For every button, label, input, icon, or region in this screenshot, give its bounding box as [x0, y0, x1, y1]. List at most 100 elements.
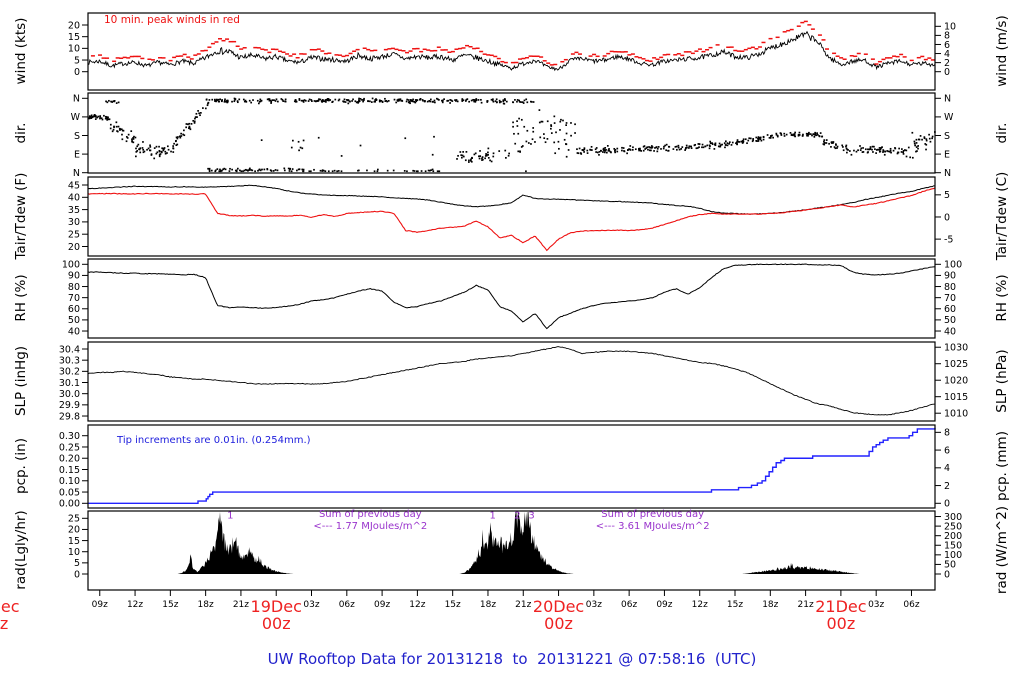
dir-dot	[280, 98, 283, 100]
dir-dot	[513, 132, 515, 135]
dir-dot	[563, 138, 566, 141]
dir-dot	[714, 144, 717, 147]
dir-dot	[525, 140, 528, 143]
dir-dot	[495, 98, 498, 101]
dir-dot	[468, 161, 470, 163]
dir-dot	[678, 148, 681, 151]
dir-dot	[860, 147, 863, 150]
dir-dot	[494, 100, 497, 102]
dir-dot	[395, 101, 398, 104]
dir-dot	[208, 170, 211, 173]
dir-dot	[465, 100, 467, 102]
dir-dot	[107, 116, 109, 119]
dir-dot	[357, 169, 360, 172]
dir-dot	[531, 138, 534, 141]
dir-dot	[436, 170, 439, 173]
dir-dot	[769, 135, 772, 138]
dir-dot	[808, 133, 810, 136]
dir-dot	[90, 114, 93, 117]
dir-dot	[567, 149, 570, 151]
dir-dot	[313, 168, 315, 171]
dir-dot	[845, 147, 848, 150]
dir-dot	[172, 151, 175, 153]
dir-dot	[405, 100, 408, 103]
dir-dot	[207, 101, 210, 104]
x-tick-label: 21z	[233, 600, 249, 610]
tick-label-left: 70	[68, 293, 80, 304]
dir-dot	[159, 153, 162, 155]
dir-dot	[170, 150, 172, 153]
dir-dot	[889, 149, 892, 152]
dir-dot	[384, 100, 387, 102]
dir-dot	[103, 114, 105, 117]
dir-dot	[413, 170, 416, 172]
dir-dot	[709, 142, 712, 144]
dir-dot	[373, 170, 376, 173]
dir-dot	[875, 152, 877, 154]
dir-dot	[172, 147, 175, 150]
dir-dot	[322, 169, 325, 172]
dir-dot	[595, 147, 598, 149]
dir-dot	[416, 170, 418, 173]
dir-dot	[94, 118, 97, 120]
dir-dot	[243, 100, 246, 103]
dir-dot	[832, 141, 835, 143]
dir-dot	[574, 123, 576, 126]
dir-dot	[757, 140, 760, 142]
dir-dot	[744, 138, 747, 141]
dir-dot	[757, 138, 760, 141]
dir-dot	[470, 158, 472, 161]
dir-dot	[667, 149, 670, 152]
dir-dot	[605, 151, 608, 154]
dir-dot	[525, 170, 527, 173]
tick-label-right: 300	[944, 512, 962, 523]
dir-dot	[474, 100, 477, 103]
dir-dot	[344, 101, 347, 103]
dir-dot	[147, 147, 150, 150]
dir-dot	[187, 123, 189, 126]
dir-dot	[516, 99, 519, 101]
dir-dot	[755, 136, 758, 139]
dir-dot	[319, 169, 322, 172]
dir-dot	[681, 146, 684, 148]
dir-dot	[688, 145, 691, 148]
x-tick-label: 18z	[762, 600, 778, 610]
dir-dot	[321, 170, 324, 172]
dir-dot	[281, 98, 284, 101]
dir-dot	[534, 141, 536, 143]
dir-dot	[516, 120, 518, 123]
dir-dot	[911, 131, 914, 134]
dir-dot	[408, 101, 411, 103]
rad-peak-marker: 3	[528, 511, 534, 522]
dir-dot	[112, 100, 115, 103]
dir-dot	[438, 170, 441, 173]
dir-dot	[292, 139, 294, 142]
dir-dot	[273, 99, 275, 102]
dir-dot	[460, 154, 463, 157]
dir-dot	[177, 136, 179, 138]
dir-dot	[726, 144, 729, 147]
dir-dot	[616, 150, 619, 153]
dir-dot	[485, 153, 488, 156]
dir-dot	[322, 100, 324, 102]
panel-border-pcp	[87, 424, 936, 509]
dir-dot	[897, 151, 899, 154]
dir-dot	[136, 150, 139, 152]
dir-dot	[366, 169, 368, 172]
panel-border-slp	[87, 341, 936, 422]
dir-dot	[602, 151, 604, 153]
dir-dot	[869, 146, 872, 148]
dir-dot	[879, 150, 882, 153]
dir-dot	[302, 170, 304, 173]
dir-dot	[543, 137, 546, 140]
dir-dot	[219, 168, 221, 171]
dir-dot	[403, 170, 406, 172]
x-day-label: 19Dec	[251, 597, 302, 616]
dir-dot	[507, 154, 510, 157]
dir-dot	[775, 133, 778, 136]
dir-dot	[479, 150, 481, 152]
dir-dot	[560, 118, 562, 121]
rad-peak-marker: 2	[514, 511, 520, 522]
